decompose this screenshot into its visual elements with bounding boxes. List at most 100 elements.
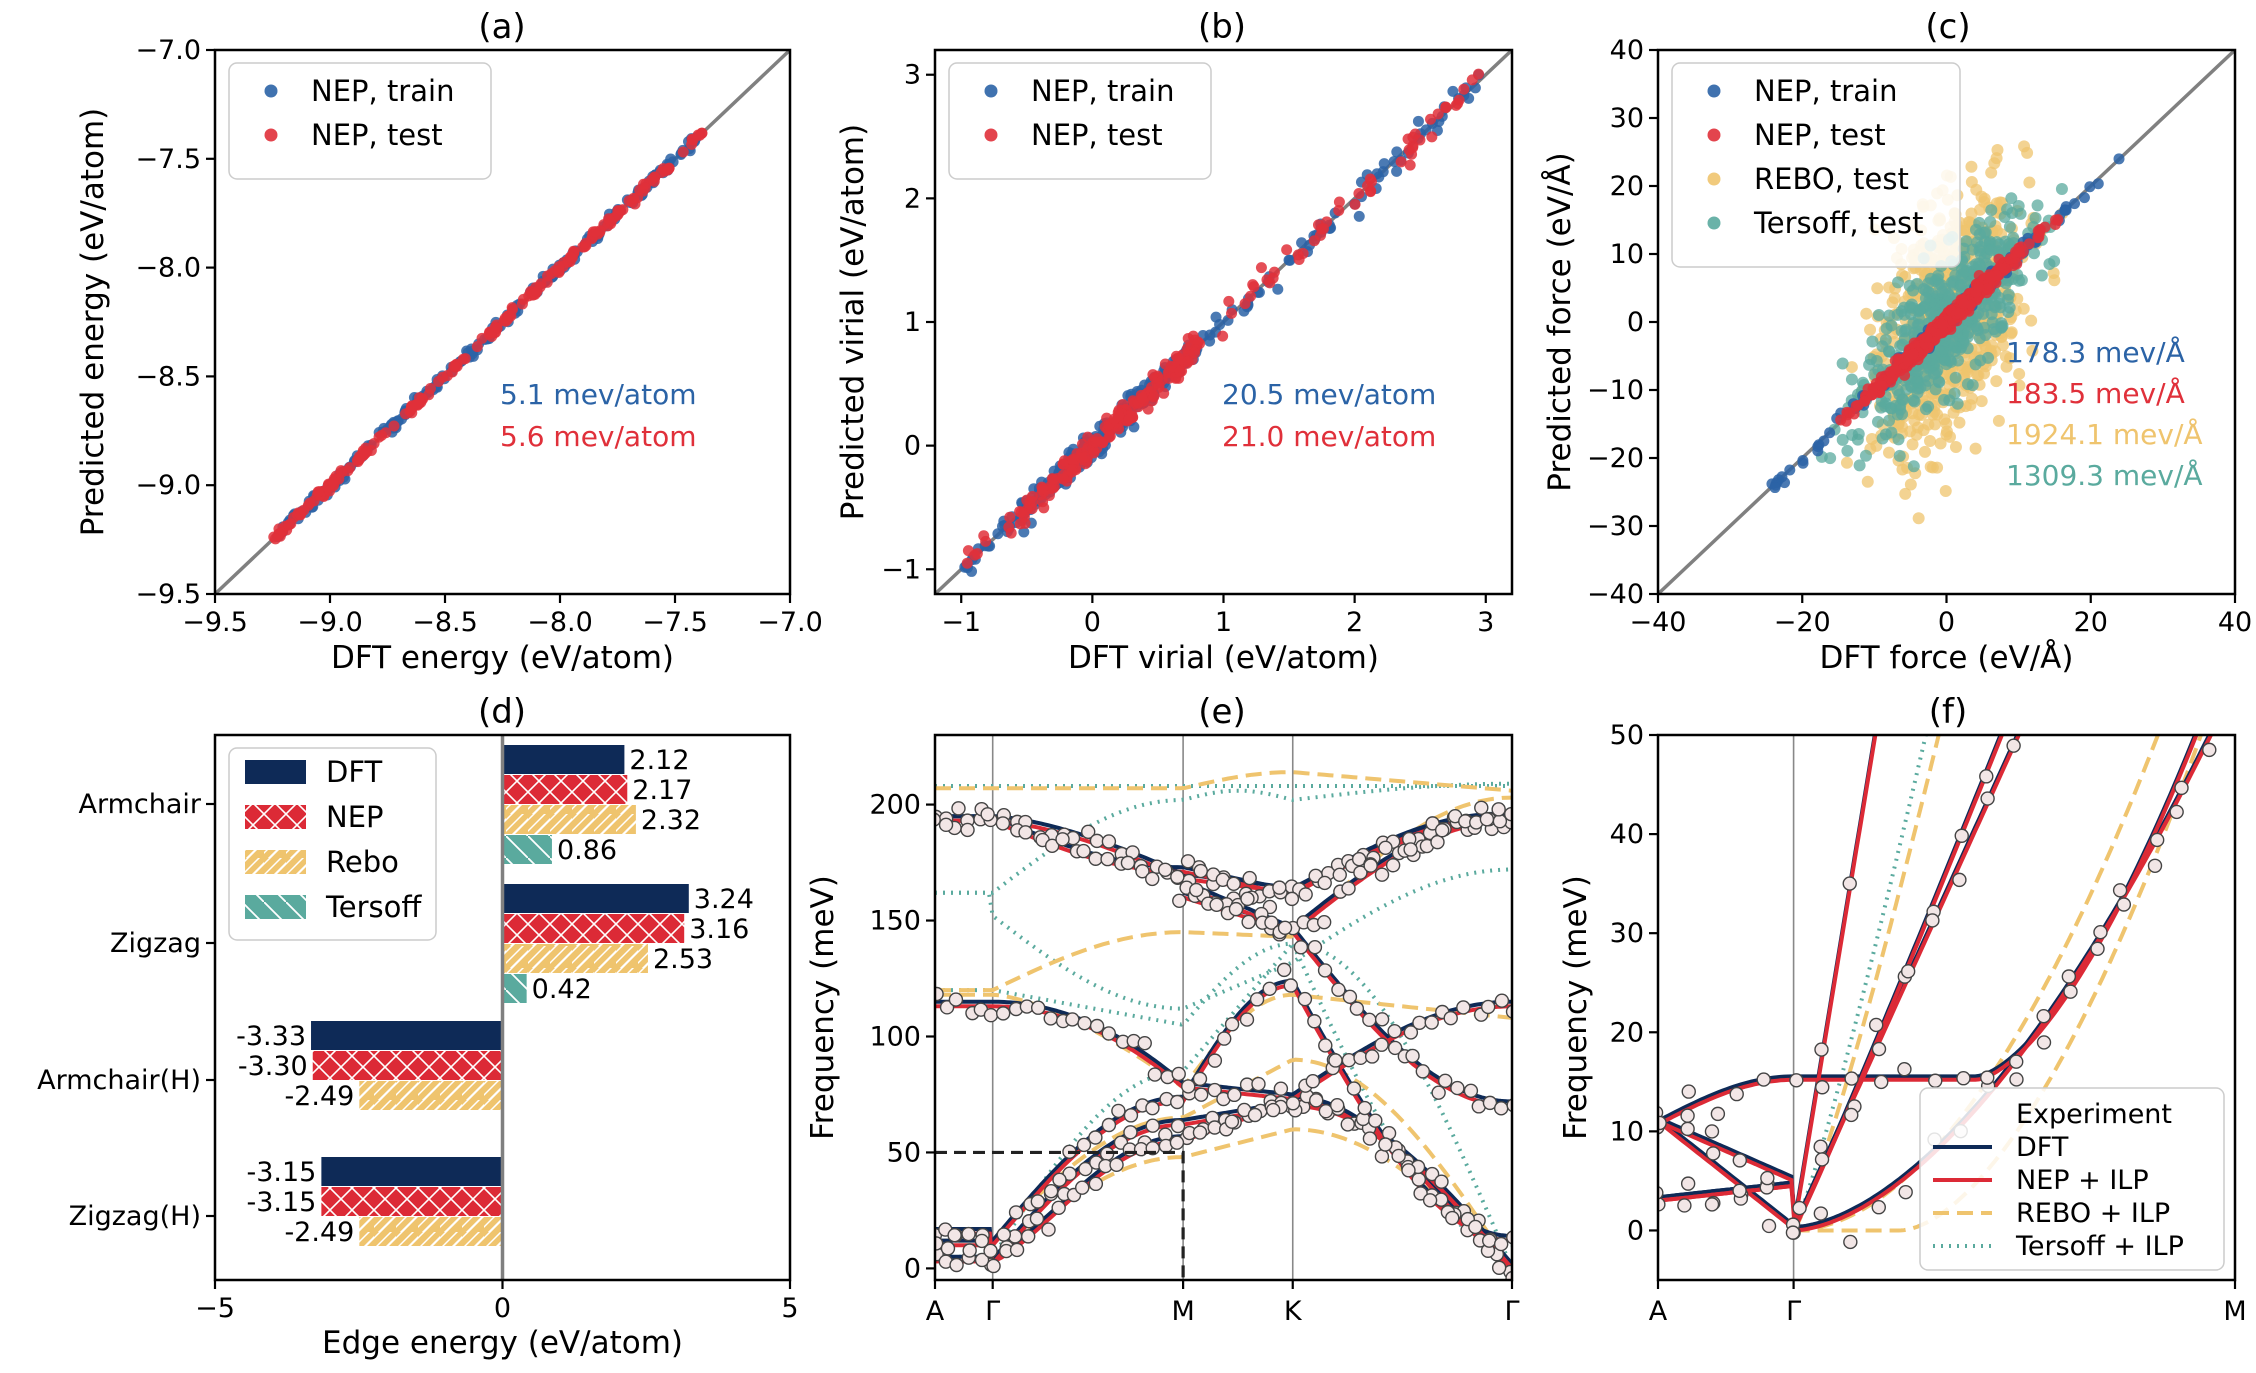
data-point-rebo (1904, 478, 1917, 491)
data-point (1407, 131, 1419, 143)
x-tick-label: −20 (1774, 607, 1831, 638)
data-point-rebo (1918, 445, 1931, 458)
experiment-point (1438, 1073, 1453, 1089)
experiment-point (1482, 1233, 1497, 1248)
y-tick-label: −40 (1587, 579, 1644, 610)
experiment-point (1135, 864, 1150, 879)
data-point-tersoff (1948, 387, 1961, 400)
experiment-point (1030, 1000, 1046, 1015)
experiment-point (1075, 1180, 1090, 1195)
experiment-point (1088, 1130, 1103, 1145)
plot-area (1658, 50, 2235, 594)
bar-value-label: -3.15 (247, 1187, 317, 1218)
y-axis-label: Predicted virial (eV/atom) (835, 124, 871, 520)
experiment-point (1101, 1117, 1117, 1133)
experiment-point (1424, 1166, 1440, 1182)
data-point (1057, 458, 1069, 470)
data-point-test (1899, 369, 1911, 381)
experiment-point (1307, 939, 1323, 955)
experiment-point (1450, 1080, 1465, 1096)
data-point-rebo (1949, 441, 1962, 454)
data-point (1466, 74, 1478, 86)
data-point-test (1958, 298, 1970, 310)
data-point (411, 399, 423, 411)
data-point (2113, 153, 2125, 165)
y-tick-label: 0 (904, 1253, 921, 1284)
panel-title-a: (a) (478, 7, 525, 47)
bar-value-label: 0.42 (532, 974, 592, 1005)
x-axis-label: Edge energy (eV/atom) (322, 1325, 683, 1361)
experiment-point (974, 1233, 990, 1249)
data-point (1353, 187, 1365, 199)
data-point-rebo (2004, 327, 2017, 340)
data-point (1223, 295, 1235, 307)
plot-area (1658, 735, 2217, 1280)
bar-rebo (502, 944, 648, 973)
data-point-test (2023, 238, 2035, 250)
experiment-point (951, 801, 966, 816)
experiment-point (1387, 1024, 1402, 1039)
data-point-tersoff (1883, 414, 1896, 427)
data-point (1057, 469, 1069, 481)
nep-ilp-curve (1658, 735, 1878, 1223)
experiment-point (1170, 1094, 1185, 1110)
plot-frame (933, 733, 1514, 1282)
error-annotation: 5.1 mev/atom (500, 378, 696, 411)
data-point (1333, 196, 1345, 208)
data-point-tersoff (1987, 323, 2000, 336)
data-point-tersoff (1836, 357, 1849, 370)
experiment-point (1009, 1242, 1025, 1258)
nep-ilp-curve (1658, 735, 2005, 1231)
data-point (489, 321, 501, 333)
data-point-test (1954, 307, 1966, 319)
data-point (449, 361, 461, 373)
data-point (388, 420, 400, 432)
data-point-rebo (1975, 395, 1988, 408)
legend-box (228, 747, 437, 941)
experiment-point (1044, 838, 1060, 854)
x-tick-label: −7.5 (642, 607, 708, 638)
experiment-point (1506, 1230, 1512, 1245)
experiment-point (1228, 901, 1244, 917)
experiment-point (1785, 1225, 1801, 1240)
experiment-point (2009, 1054, 2024, 1069)
data-point-tersoff (2048, 255, 2061, 268)
data-point-rebo (1978, 192, 1991, 205)
experiment-point (2147, 858, 2163, 873)
experiment-point (1430, 834, 1445, 850)
data-point-tersoff (2001, 293, 2014, 306)
experiment-point (1207, 1082, 1222, 1098)
y-axis-label: Frequency (meV) (1558, 875, 1594, 1140)
data-point-tersoff (1962, 327, 1975, 340)
guide-dashed-line (935, 1150, 1185, 1280)
experiment-point (1265, 1102, 1281, 1118)
bar-value-label: 3.16 (689, 914, 749, 945)
data-point (1378, 158, 1390, 170)
data-point-rebo (1845, 361, 1858, 374)
category-label: Zigzag(H) (69, 1201, 201, 1232)
experiment-point (947, 1227, 962, 1243)
kpoint-label: A (926, 1296, 945, 1327)
experiment-point (961, 1226, 976, 1242)
data-point (1148, 391, 1160, 403)
data-point (1314, 229, 1326, 241)
y-tick-label: 30 (1610, 103, 1644, 134)
data-point-tersoff (2028, 247, 2041, 260)
bar-nep (321, 1187, 503, 1216)
panel-c: −40 −20 0 20 40 −40 −30 −20 −10 0 10 20 30 40 DFT forc… (1542, 35, 2252, 676)
legend-label: NEP, train (1031, 74, 1174, 108)
data-point-tersoff (1879, 333, 1892, 346)
y-axis-label: Frequency (meV) (805, 875, 841, 1140)
data-point (1769, 482, 1781, 494)
plot-frame (213, 48, 792, 596)
data-point-tersoff (1841, 444, 1854, 457)
bar-value-label: -3.30 (238, 1051, 308, 1082)
bar-tersoff (502, 835, 552, 864)
data-point-tersoff (2055, 183, 2068, 196)
experiment-point (1479, 812, 1495, 827)
data-point (1391, 146, 1403, 158)
data-point (1391, 165, 1403, 177)
data-point-tersoff (1876, 432, 1889, 445)
data-point-rebo (1978, 367, 1991, 380)
data-point-tersoff (2003, 220, 2016, 233)
